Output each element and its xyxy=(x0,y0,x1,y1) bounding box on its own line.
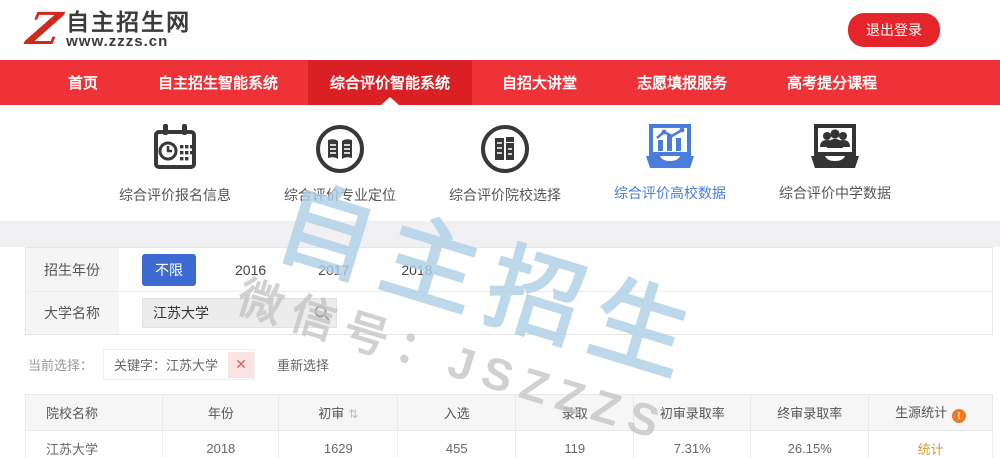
year-option-2016[interactable]: 2016 xyxy=(235,261,267,278)
nav-item-zizhu-system[interactable]: 自主招生智能系统 xyxy=(158,75,279,92)
year-option-2017[interactable]: 2017 xyxy=(318,261,350,278)
university-filter-label: 大学名称 xyxy=(26,292,119,334)
service-college-selection[interactable]: 综合评价院校选择 xyxy=(430,123,580,205)
col-header-college-name: 院校名称 xyxy=(24,394,164,431)
cell-admitted: 119 xyxy=(515,430,635,458)
service-icon-row: 综合评价报名信息 综合评价 xyxy=(0,105,1000,221)
building-circle-icon xyxy=(479,123,531,175)
filter-panel: 招生年份 不限 2016 2017 2018 大学名称 xyxy=(25,247,993,335)
cell-final-review-rate: 26.15% xyxy=(750,430,870,458)
info-badge-icon[interactable]: ! xyxy=(952,409,967,424)
col-header-shortlisted: 入选 xyxy=(397,394,517,431)
service-label: 综合评价中学数据 xyxy=(779,185,891,201)
site-title: 自主招生网 xyxy=(66,9,192,36)
service-highschool-data[interactable]: 综合评价中学数据 xyxy=(760,123,910,205)
section-divider xyxy=(0,221,1000,247)
bar-chart-icon xyxy=(642,123,698,173)
nav-item-lecture-hall[interactable]: 自招大讲堂 xyxy=(502,75,578,92)
search-icon[interactable] xyxy=(314,305,330,326)
cell-college-name: 江苏大学 xyxy=(24,430,164,458)
filter-row-university: 大学名称 xyxy=(26,291,992,334)
sort-icon[interactable]: ⇅ xyxy=(348,407,359,421)
year-option-2018[interactable]: 2018 xyxy=(401,261,433,278)
main-nav: 首页 自主招生智能系统 综合评价智能系统 自招大讲堂 志愿填报服务 高考提分课程 xyxy=(0,60,1000,105)
reset-selection-link[interactable]: 重新选择 xyxy=(277,358,330,373)
results-table: 院校名称 年份 初审 ⇅ 入选 录取 初审录取率 终审录取率 生源统计! 江苏大学… xyxy=(24,394,993,458)
year-option-any[interactable]: 不限 xyxy=(142,253,196,286)
service-registration-info[interactable]: 综合评价报名信息 xyxy=(100,123,250,205)
site-url: www.zzzs.cn xyxy=(66,33,169,51)
col-header-first-review-rate: 初审录取率 xyxy=(633,394,752,431)
book-circle-icon xyxy=(314,123,366,175)
cell-first-review-rate: 7.31% xyxy=(633,430,752,458)
col-header-label: 生源统计 xyxy=(895,404,948,420)
cell-first-review: 1629 xyxy=(278,430,399,458)
col-header-admitted: 录取 xyxy=(515,394,635,431)
service-label: 综合评价院校选择 xyxy=(449,187,561,203)
service-major-positioning[interactable]: 综合评价专业定位 xyxy=(265,123,415,205)
col-header-source-stats: 生源统计! xyxy=(868,394,993,431)
calendar-clock-icon xyxy=(151,123,199,175)
nav-item-volunteer-service[interactable]: 志愿填报服务 xyxy=(637,75,728,92)
keyword-tag-text: 关键字：江苏大学 xyxy=(114,358,219,373)
stats-link[interactable]: 统计 xyxy=(917,441,944,457)
university-search-input[interactable] xyxy=(142,298,337,328)
top-header: Z 自主招生网 www.zzzs.cn 退出登录 xyxy=(0,0,1000,60)
table-row: 江苏大学 2018 1629 455 119 7.31% 26.15% 统计 xyxy=(24,430,993,458)
service-university-data[interactable]: 综合评价高校数据 xyxy=(595,123,745,205)
service-label: 综合评价高校数据 xyxy=(614,185,726,201)
col-header-label: 初审 xyxy=(318,406,345,421)
logo-z-icon: Z xyxy=(22,4,66,55)
col-header-first-review[interactable]: 初审 ⇅ xyxy=(278,394,399,431)
cell-stats: 统计 xyxy=(868,430,993,458)
current-selection-label: 当前选择： xyxy=(28,358,94,373)
people-group-icon xyxy=(807,123,863,173)
nav-item-zonghe-system[interactable]: 综合评价智能系统 xyxy=(308,60,473,105)
cell-shortlisted: 455 xyxy=(397,430,517,458)
keyword-filter-tag: 关键字：江苏大学 ✕ xyxy=(103,349,256,380)
nav-item-home[interactable]: 首页 xyxy=(68,75,99,92)
year-filter-label: 招生年份 xyxy=(26,248,119,291)
filter-row-year: 招生年份 不限 2016 2017 2018 xyxy=(26,248,992,291)
col-header-year: 年份 xyxy=(162,394,280,431)
cell-year: 2018 xyxy=(162,430,280,458)
logout-button[interactable]: 退出登录 xyxy=(848,13,940,47)
nav-item-score-course[interactable]: 高考提分课程 xyxy=(787,75,878,92)
col-header-final-review-rate: 终审录取率 xyxy=(750,394,870,431)
close-icon[interactable]: ✕ xyxy=(228,351,255,378)
current-selection-bar: 当前选择： 关键字：江苏大学 ✕ 重新选择 xyxy=(28,349,1000,380)
service-label: 综合评价专业定位 xyxy=(284,187,396,203)
site-logo[interactable]: Z 自主招生网 www.zzzs.cn xyxy=(23,4,192,55)
service-label: 综合评价报名信息 xyxy=(119,187,231,203)
table-header-row: 院校名称 年份 初审 ⇅ 入选 录取 初审录取率 终审录取率 生源统计! xyxy=(24,394,993,431)
